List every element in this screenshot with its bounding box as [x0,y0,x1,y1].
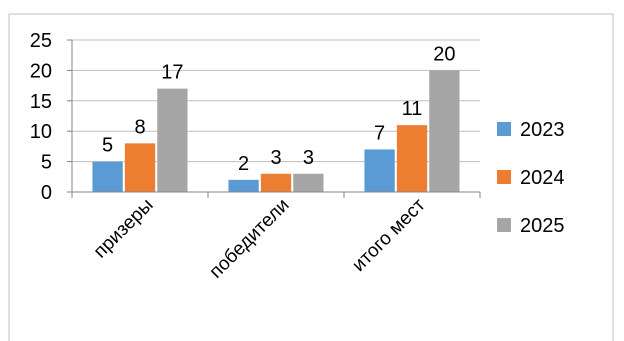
legend-swatch-2025 [497,218,511,232]
data-label: 3 [303,147,314,169]
bar-2025-0 [157,88,188,192]
x-tick-label: победители [206,195,294,283]
chart-frame [8,13,614,341]
bar-2025-1 [293,173,324,192]
legend-swatch-2024 [497,170,511,184]
x-tick-label: призеры [90,195,158,263]
legend-label-2023: 2023 [520,119,565,141]
bars [92,70,460,192]
y-tick-label: 20 [30,60,52,82]
bar-2023-1 [228,179,259,192]
legend-label-2025: 2025 [520,215,565,237]
data-label: 8 [134,116,145,138]
data-label: 11 [402,98,423,120]
axes [67,39,481,198]
data-label: 7 [374,122,385,144]
bar-2024-0 [124,143,156,192]
data-label: 2 [238,153,249,175]
legend-label-2024: 2024 [520,167,565,189]
y-tick-label: 5 [41,152,52,174]
legend: 2023 2024 2025 [497,119,565,237]
legend-swatch-2023 [497,122,511,136]
y-tick-label: 0 [41,182,52,204]
x-tick-label: итого мест [348,194,429,275]
bar-2023-0 [92,161,123,192]
data-label: 20 [433,43,455,65]
y-tick-label: 15 [30,91,52,113]
y-tick-label: 25 [30,30,52,52]
data-label: 3 [270,147,281,169]
bar-2024-2 [396,125,428,192]
bar-2023-2 [364,149,395,192]
bar-2024-1 [260,173,292,192]
y-tick-label: 10 [30,121,52,143]
data-label: 5 [102,135,113,157]
bar-2025-2 [429,70,460,192]
data-label: 17 [161,62,183,84]
